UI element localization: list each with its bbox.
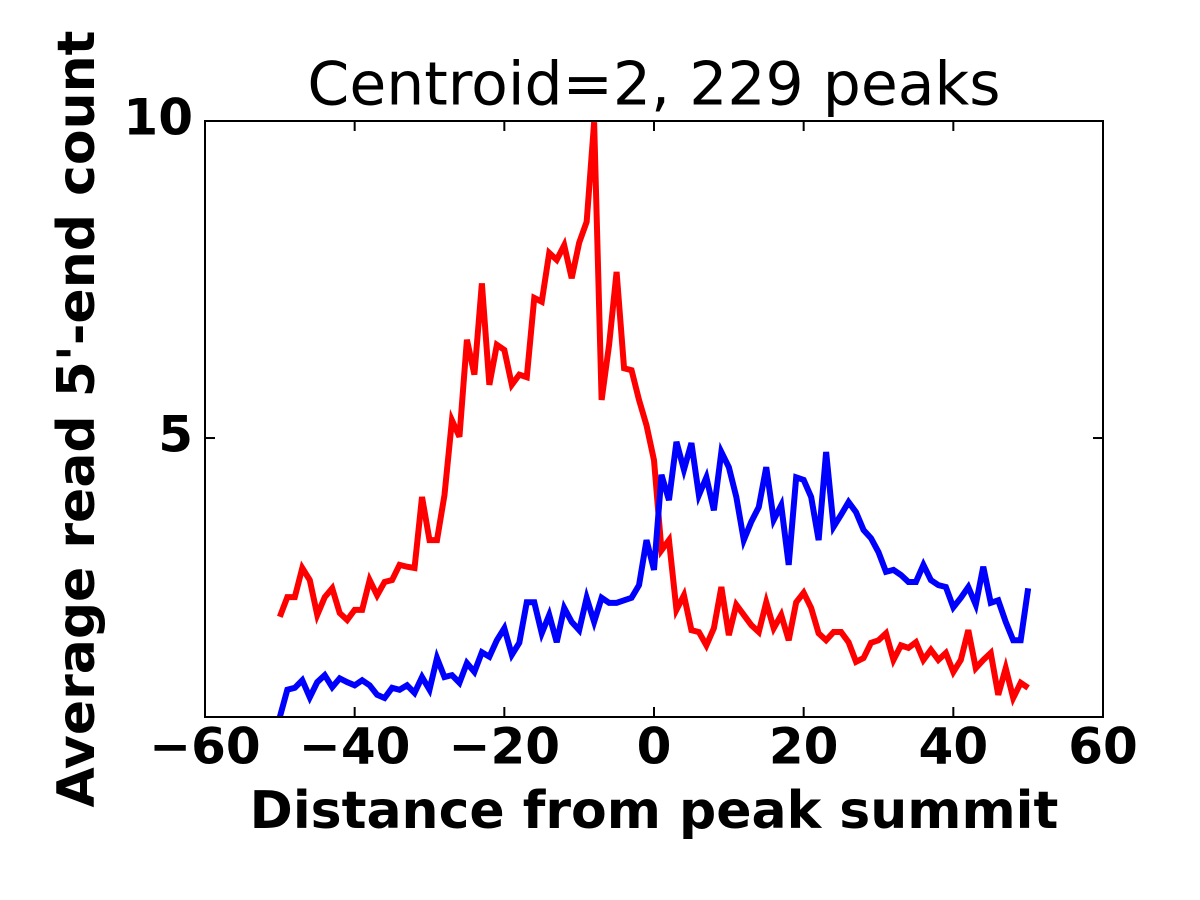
plot-area xyxy=(205,121,1103,717)
y-axis-label: Average read 5'-end count xyxy=(47,31,107,808)
x-axis-label: Distance from peak summit xyxy=(250,781,1059,841)
x-tick-label: −40 xyxy=(299,718,410,776)
chart-title: Centroid=2, 229 peaks xyxy=(307,50,1000,120)
x-tick-label: 40 xyxy=(919,718,989,776)
line-series xyxy=(276,441,1032,717)
y-tick-label: 10 xyxy=(123,89,193,147)
x-tick-label: −60 xyxy=(149,718,260,776)
line-series xyxy=(277,122,1030,707)
y-tick-label: 5 xyxy=(158,406,193,464)
x-tick-label: 20 xyxy=(769,718,839,776)
x-tick-label: 60 xyxy=(1068,718,1138,776)
lines xyxy=(276,122,1032,717)
x-tick-label: 0 xyxy=(637,718,672,776)
x-tick-label: −20 xyxy=(449,718,560,776)
